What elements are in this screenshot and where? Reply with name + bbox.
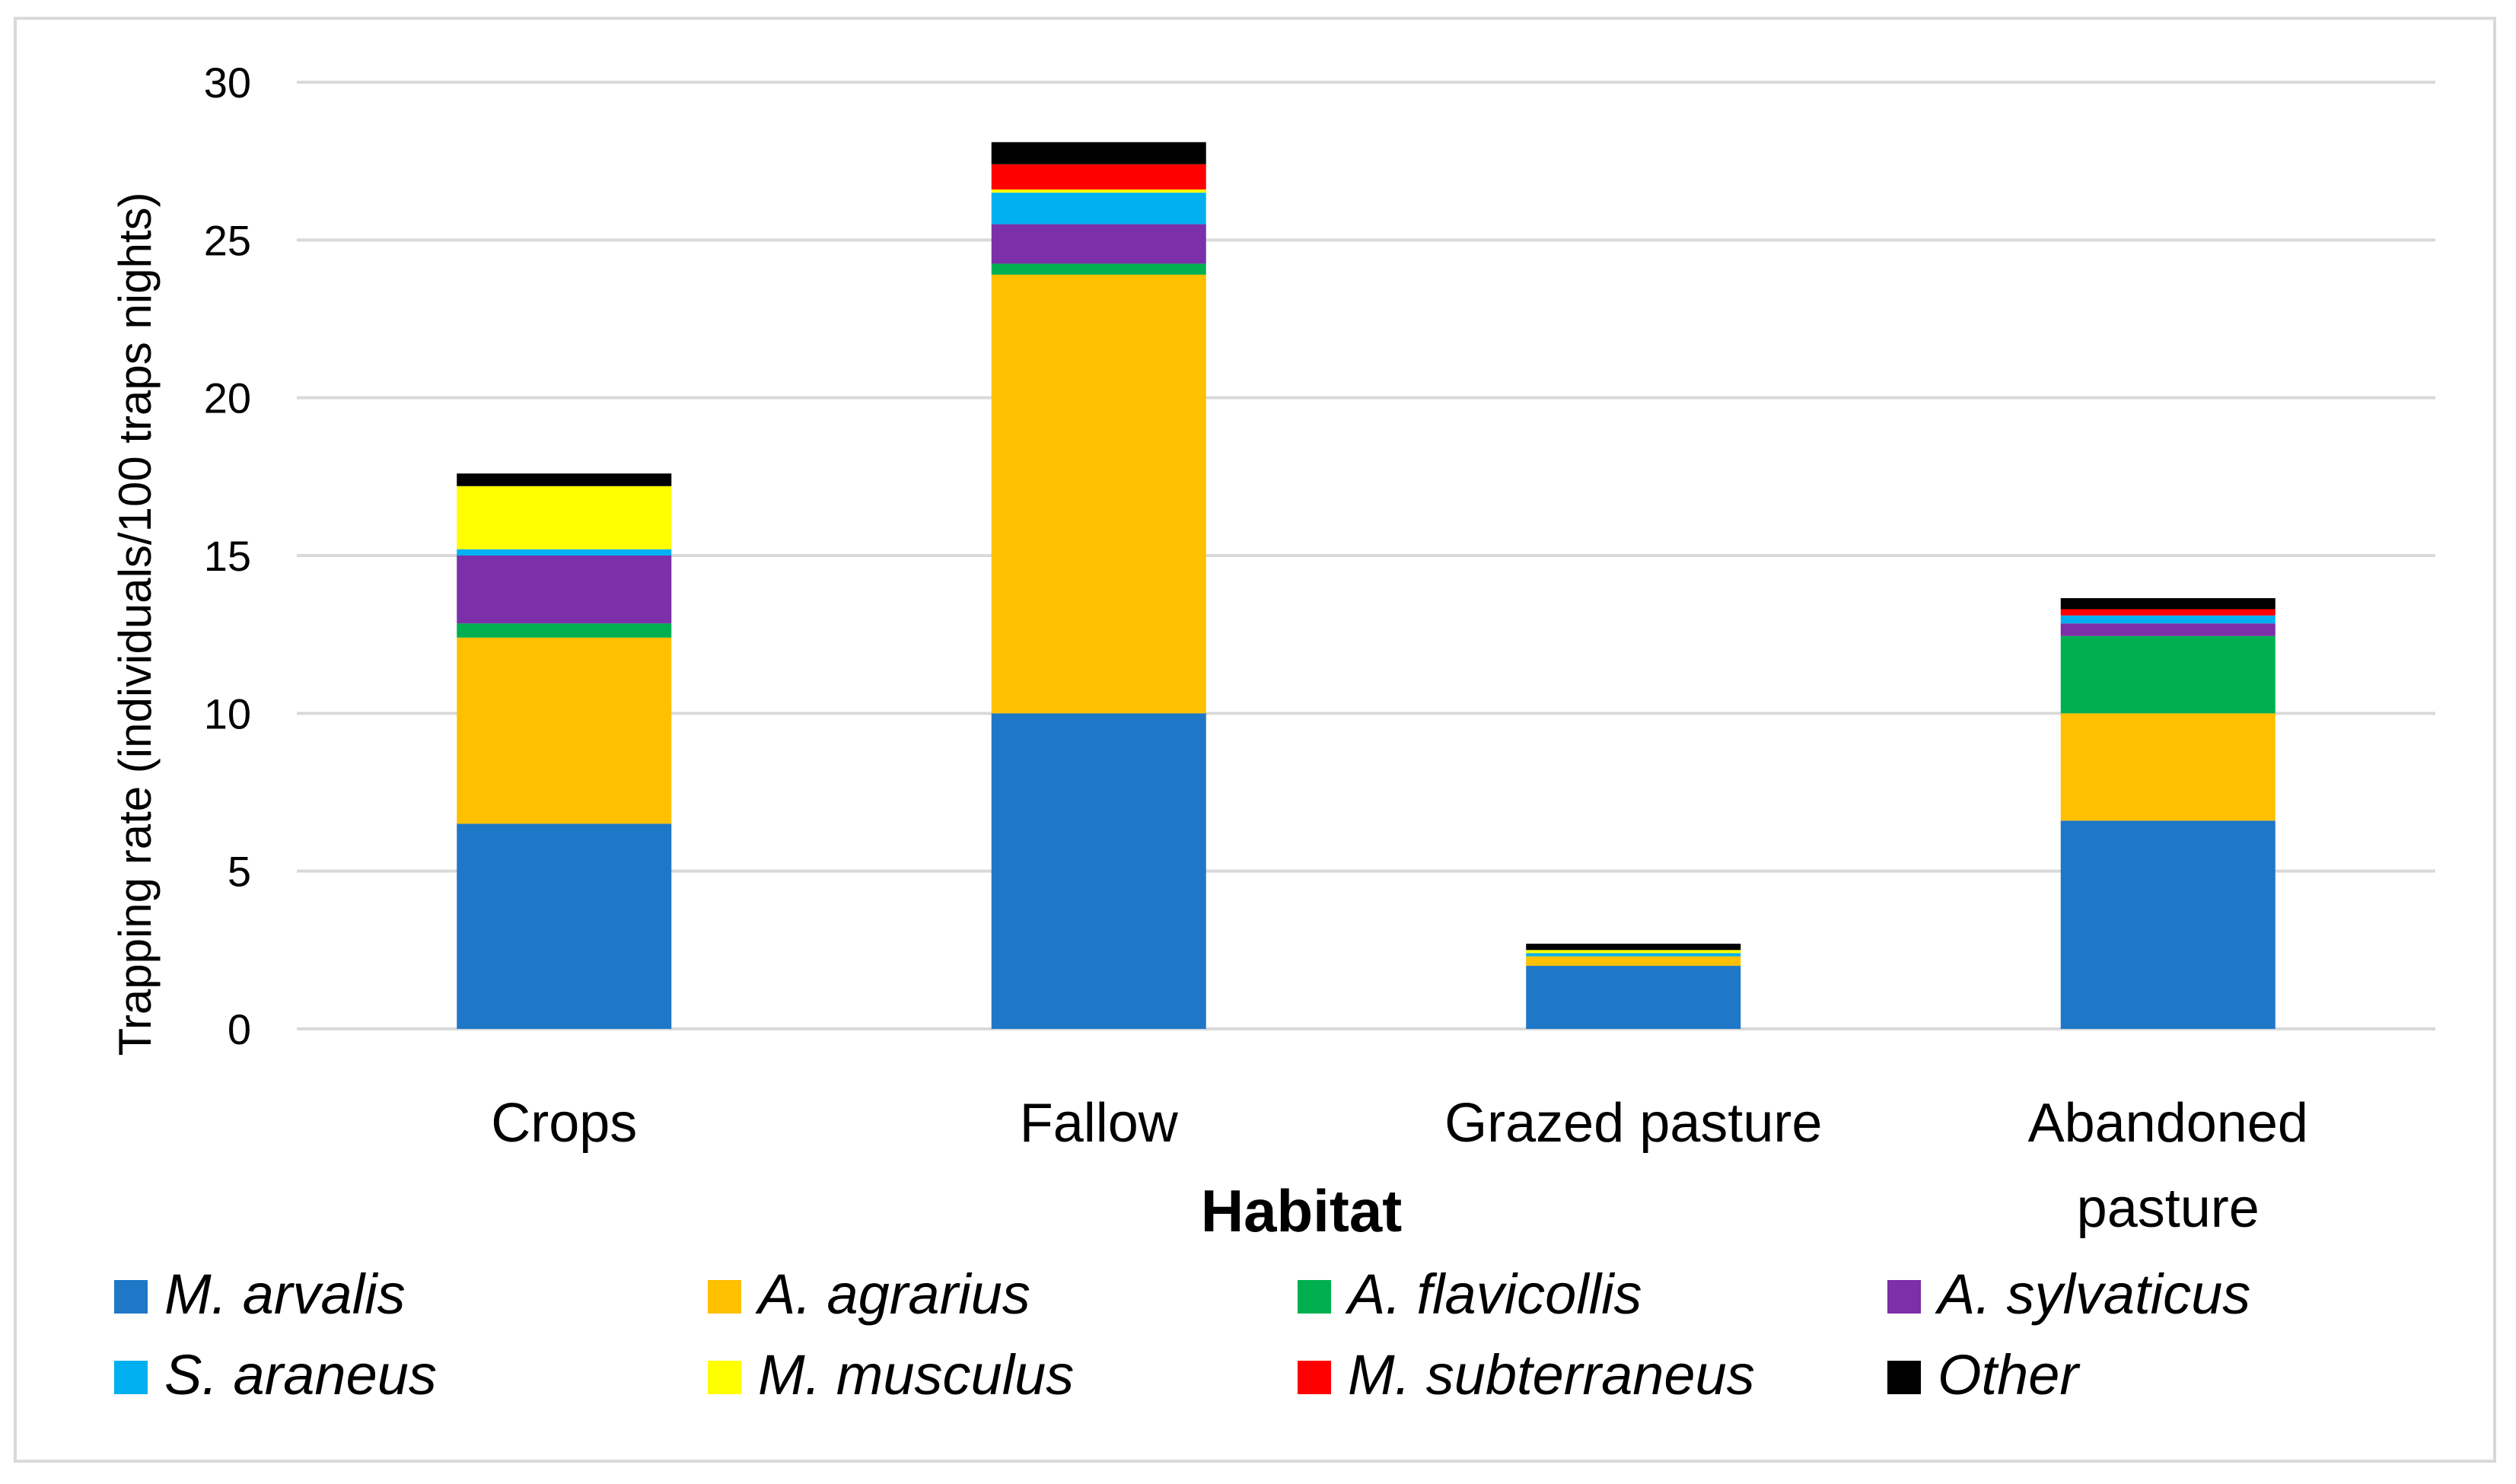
y-axis-title: Trapping rate (individuals/100 traps nig… — [110, 192, 161, 1056]
legend-label-1: A. agrarius — [755, 1263, 1030, 1326]
x-tick-label-line: Abandoned — [2028, 1093, 2308, 1154]
bar-1-m-subterraneus — [991, 164, 1206, 189]
bar-2-a-agrarius — [1526, 956, 1741, 967]
bar-1-m-musculus — [991, 189, 1206, 193]
bar-1-a-agrarius — [991, 274, 1206, 714]
x-axis-title: Habitat — [1201, 1177, 1402, 1244]
bar-3-a-sylvaticus — [2060, 623, 2276, 636]
legend-swatch-6 — [1298, 1361, 1331, 1394]
x-tick-label-line: pasture — [2077, 1178, 2260, 1239]
y-tick-label-10: 10 — [204, 689, 251, 737]
bar-0-other — [457, 473, 672, 486]
bar-0-a-agrarius — [457, 637, 672, 824]
bar-0-a-flavicollis — [457, 623, 672, 638]
x-tick-label-2: Grazed pasture — [1444, 1093, 1822, 1154]
legend-swatch-3 — [1887, 1280, 1921, 1314]
y-tick-label-15: 15 — [204, 532, 251, 580]
y-tick-label-25: 25 — [204, 216, 251, 264]
x-tick-label-1: Fallow — [1020, 1093, 1179, 1154]
bar-0-m-arvalis — [457, 823, 672, 1029]
x-tick-label-line: Grazed pasture — [1444, 1093, 1822, 1154]
legend-label-2: A. flavicollis — [1345, 1263, 1642, 1326]
bar-3-other — [2060, 597, 2276, 610]
bar-3-m-subterraneus — [2060, 609, 2276, 616]
bar-1-a-sylvaticus — [991, 224, 1206, 264]
legend-label-5: M. musculus — [758, 1343, 1074, 1406]
y-tick-label-30: 30 — [204, 59, 251, 107]
y-tick-label-0: 0 — [228, 1005, 251, 1053]
bar-3-m-arvalis — [2060, 820, 2276, 1029]
bar-3-a-flavicollis — [2060, 635, 2276, 714]
legend-label-7: Other — [1938, 1343, 2081, 1406]
legend-swatch-1 — [708, 1280, 741, 1314]
x-tick-label-line: Fallow — [1020, 1093, 1179, 1154]
legend-swatch-2 — [1298, 1280, 1331, 1314]
bar-2-m-musculus — [1526, 950, 1741, 954]
legend-swatch-7 — [1887, 1361, 1921, 1394]
bar-1-a-flavicollis — [991, 263, 1206, 275]
legend-swatch-5 — [708, 1361, 741, 1394]
y-tick-label-20: 20 — [204, 374, 251, 422]
bar-2-other — [1526, 944, 1741, 951]
bar-2-m-arvalis — [1526, 966, 1741, 1029]
y-tick-label-5: 5 — [228, 848, 251, 896]
x-tick-label-0: Crops — [491, 1093, 637, 1154]
legend-swatch-4 — [114, 1361, 148, 1394]
x-tick-label-line: Crops — [491, 1093, 637, 1154]
bar-0-s-araneus — [457, 549, 672, 556]
legend-label-6: M. subterraneus — [1348, 1343, 1755, 1406]
bar-0-a-sylvaticus — [457, 556, 672, 624]
bar-1-other — [991, 142, 1206, 164]
bar-3-a-agrarius — [2060, 713, 2276, 821]
legend-swatch-0 — [114, 1280, 148, 1314]
legend-label-3: A. sylvaticus — [1935, 1263, 2250, 1326]
bar-2-s-araneus — [1526, 953, 1741, 957]
bar-1-s-araneus — [991, 193, 1206, 225]
bar-0-m-musculus — [457, 486, 672, 549]
legend-label-0: M. arvalis — [164, 1263, 406, 1326]
legend-label-4: S. araneus — [164, 1343, 437, 1406]
x-tick-label-3: Abandoned pasture — [2028, 1093, 2308, 1239]
bar-1-m-arvalis — [991, 713, 1206, 1029]
bar-3-s-araneus — [2060, 615, 2276, 624]
